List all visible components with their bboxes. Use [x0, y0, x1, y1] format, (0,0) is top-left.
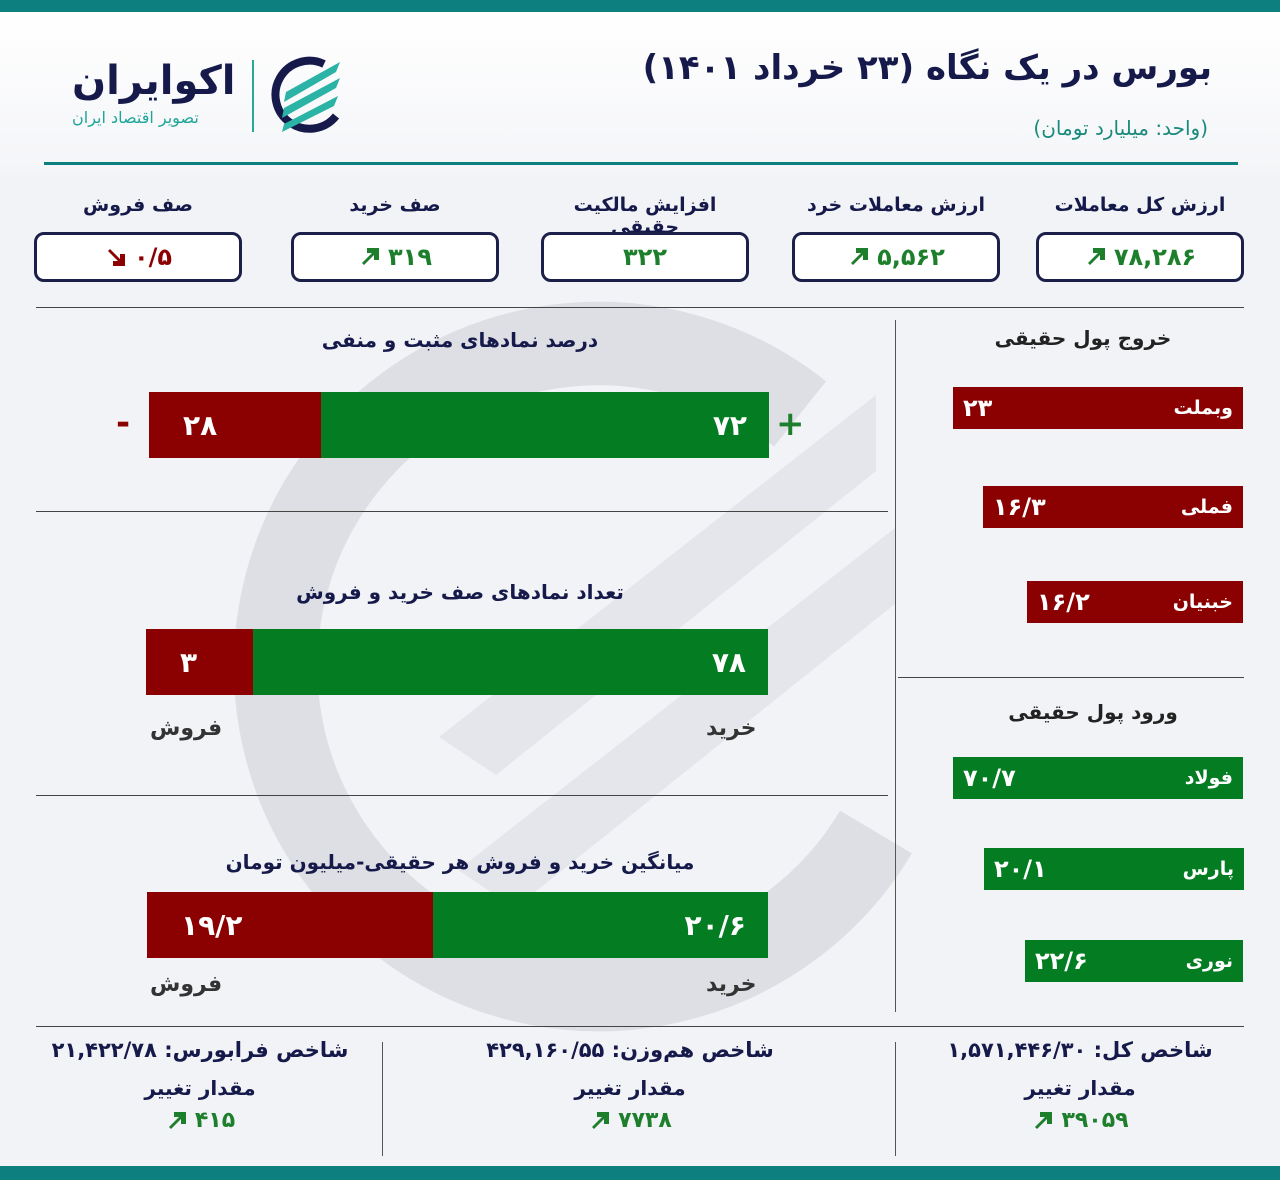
ecoiran-logo-icon	[271, 56, 340, 133]
positive-value: ۷۲	[712, 408, 747, 442]
buy-segment: ۲۰/۶	[433, 892, 768, 958]
section-divider	[36, 307, 1244, 308]
index-change-value: ۴۱۵	[194, 1108, 236, 1133]
plus-sign: +	[776, 404, 805, 444]
index-title: شاخص فرابورس: ۲۱,۴۲۲/۷۸	[51, 1038, 349, 1062]
card-label-buy-queue: صف خرید	[349, 194, 441, 216]
outflow-title: خروج پول حقیقی	[994, 326, 1172, 350]
inflow-item: ۷۰/۷ فولاد	[953, 757, 1243, 799]
index-change-label: مقدار تغییر	[1024, 1076, 1136, 1100]
inflow-title: ورود پول حقیقی	[1008, 700, 1178, 724]
index-change: ۷۷۳۸	[420, 1108, 840, 1133]
card-label-retail-value: ارزش معاملات خرد	[806, 194, 985, 216]
arrow-up-right-icon	[1035, 1111, 1053, 1129]
index-change-value: ۷۷۳۸	[618, 1108, 672, 1133]
unit-label: (واحد: میلیارد تومان)	[1033, 116, 1208, 140]
minus-sign: -	[116, 403, 131, 443]
section-divider	[36, 1026, 1244, 1027]
sell-segment: ۳	[146, 629, 253, 695]
section-divider	[36, 795, 888, 796]
card-value: ۵,۵۶۲	[877, 243, 945, 271]
positive-segment: ۷۲	[321, 392, 769, 458]
section-title-queue-counts: تعداد نمادهای صف خرید و فروش	[296, 580, 624, 604]
buy-label: خرید	[706, 716, 757, 741]
card-label-sell-queue: صف فروش	[83, 194, 193, 216]
avg-per-person-bar: ۱۹/۲ ۲۰/۶	[147, 892, 768, 958]
inflow-symbol: فولاد	[1184, 767, 1233, 789]
section-divider	[36, 511, 888, 512]
buy-label: خرید	[706, 972, 757, 997]
index-change: ۳۹۰۵۹	[900, 1108, 1260, 1133]
arrow-down-right-icon	[107, 249, 125, 266]
page-title: بورس در یک نگاه (۲۳ خرداد ۱۴۰۱)	[642, 48, 1212, 88]
inflow-value: ۲۰/۱	[994, 855, 1047, 883]
sell-value: ۱۹/۲	[181, 908, 243, 942]
card-buy-queue: ۳۱۹	[291, 232, 499, 282]
section-divider	[898, 677, 1244, 678]
card-value: ۳۱۹	[388, 243, 432, 271]
card-individual-ownership: ۳۲۲	[541, 232, 749, 282]
card-label-total-value: ارزش کل معاملات	[1054, 194, 1226, 216]
outflow-item: ۲۳ وبملت	[953, 387, 1243, 429]
top-accent-bar	[0, 0, 1280, 12]
logo-divider	[252, 60, 254, 132]
index-title: شاخص کل: ۱,۵۷۱,۴۴۶/۳۰	[947, 1038, 1213, 1062]
inflow-symbol: نوری	[1185, 950, 1233, 972]
card-total-value: ۷۸,۲۸۶	[1036, 232, 1244, 282]
outflow-item: ۱۶/۲ خبنیان	[1027, 581, 1243, 623]
buy-segment: ۷۸	[253, 629, 768, 695]
card-retail-value: ۵,۵۶۲	[792, 232, 1000, 282]
index-farabourse: شاخص فرابورس: ۲۱,۴۲۲/۷۸ مقدار تغییر ۴۱۵	[30, 1038, 370, 1133]
card-sell-queue: ۰/۵	[34, 232, 242, 282]
positive-negative-bar: ۲۸ ۷۲	[149, 392, 769, 458]
section-title-positive-negative: درصد نمادهای مثبت و منفی	[321, 328, 599, 352]
index-change: ۴۱۵	[30, 1108, 370, 1133]
logo-tagline: تصویر اقتصاد ایران	[72, 108, 199, 127]
inflow-value: ۲۲/۶	[1035, 947, 1088, 975]
inflow-item: ۲۰/۱ پارس	[984, 848, 1244, 890]
queue-counts-bar: ۳ ۷۸	[146, 629, 768, 695]
negative-value: ۲۸	[183, 408, 218, 442]
outflow-value: ۲۳	[963, 394, 993, 422]
index-divider	[382, 1042, 383, 1156]
card-value: ۷۸,۲۸۶	[1113, 243, 1197, 271]
arrow-up-right-icon	[362, 248, 380, 265]
outflow-value: ۱۶/۳	[993, 493, 1046, 521]
arrow-up-right-icon	[1087, 248, 1105, 265]
index-change-value: ۳۹۰۵۹	[1061, 1108, 1129, 1133]
header-divider	[44, 162, 1238, 165]
arrow-up-right-icon	[592, 1111, 610, 1129]
outflow-value: ۱۶/۲	[1037, 588, 1090, 616]
bottom-accent-bar	[0, 1166, 1280, 1180]
index-change-label: مقدار تغییر	[574, 1076, 686, 1100]
section-title-avg-per-person: میانگین خرید و فروش هر حقیقی-میلیون توما…	[225, 850, 695, 874]
header-background	[0, 12, 1280, 172]
outflow-symbol: خبنیان	[1172, 591, 1233, 613]
sell-segment: ۱۹/۲	[147, 892, 433, 958]
logo-wordmark: اکوایران	[72, 58, 236, 104]
card-value: ۰/۵	[133, 243, 173, 271]
inflow-item: ۲۲/۶ نوری	[1025, 940, 1243, 982]
buy-value: ۷۸	[711, 645, 746, 679]
sell-label: فروش	[150, 716, 223, 741]
outflow-item: ۱۶/۳ فملی	[983, 486, 1243, 528]
arrow-up-right-icon	[851, 248, 869, 265]
index-change-label: مقدار تغییر	[144, 1076, 256, 1100]
buy-value: ۲۰/۶	[684, 908, 747, 942]
outflow-symbol: وبملت	[1173, 397, 1233, 419]
sell-value: ۳	[180, 645, 198, 679]
arrow-up-right-icon	[168, 1111, 186, 1129]
inflow-value: ۷۰/۷	[963, 764, 1016, 792]
card-value: ۳۲۲	[623, 243, 667, 271]
index-total: شاخص کل: ۱,۵۷۱,۴۴۶/۳۰ مقدار تغییر ۳۹۰۵۹	[900, 1038, 1260, 1133]
column-divider	[895, 320, 896, 1012]
outflow-symbol: فملی	[1180, 496, 1233, 518]
index-equal-weight: شاخص هم‌وزن: ۴۲۹,۱۶۰/۵۵ مقدار تغییر ۷۷۳۸	[420, 1038, 840, 1133]
index-divider	[895, 1042, 896, 1156]
negative-segment: ۲۸	[149, 392, 321, 458]
inflow-symbol: پارس	[1182, 858, 1234, 880]
index-title: شاخص هم‌وزن: ۴۲۹,۱۶۰/۵۵	[486, 1038, 774, 1062]
sell-label: فروش	[150, 972, 223, 997]
